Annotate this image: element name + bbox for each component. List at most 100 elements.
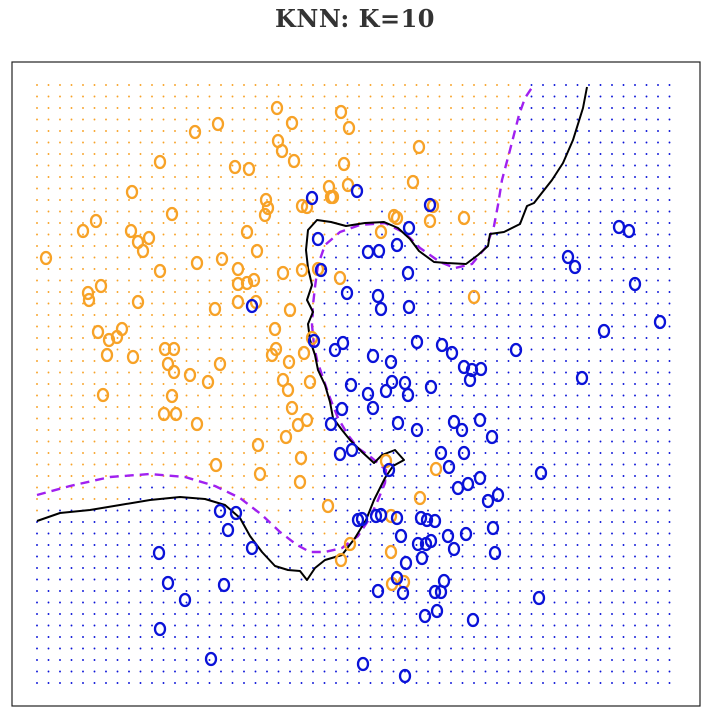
orange-point-73: [279, 429, 293, 445]
grid-dot-1014: [105, 291, 107, 293]
grid-dot-2698: [151, 636, 153, 638]
grid-dot-2630: [657, 613, 659, 615]
grid-dot-1440: [496, 371, 498, 374]
grid-dot-386: [611, 153, 613, 155]
grid-dot-2685: [645, 624, 648, 627]
grid-dot-104: [588, 95, 590, 98]
grid-dot-280: [36, 141, 38, 144]
grid-dot-2945: [415, 682, 418, 684]
grid-dot-444: [634, 164, 636, 167]
grid-dot-2169: [507, 521, 510, 523]
grid-dot-520: [220, 187, 222, 190]
grid-dot-2121: [599, 509, 602, 512]
grid-dot-1496: [496, 383, 498, 385]
grid-dot-119: [116, 107, 119, 109]
blue-point-22: [361, 386, 375, 402]
grid-dot-860: [266, 256, 268, 259]
grid-dot-336: [36, 153, 38, 155]
grid-dot-1681: [47, 429, 50, 431]
grid-dot-2136: [128, 521, 130, 523]
grid-dot-1368: [312, 360, 314, 362]
grid-dot-475: [346, 176, 349, 178]
grid-dot-2455: [576, 578, 579, 581]
grid-dot-1153: [415, 314, 418, 316]
grid-dot-1206: [381, 325, 383, 328]
grid-dot-1673: [599, 417, 602, 420]
grid-dot-899: [70, 268, 73, 270]
grid-dot-2595: [254, 613, 257, 615]
grid-dot-1967: [116, 486, 119, 489]
grid-dot-264: [496, 130, 498, 132]
grid-dot-1977: [231, 486, 234, 489]
grid-dot-940: [542, 268, 544, 270]
grid-dot-2684: [634, 624, 636, 627]
grid-dot-2666: [427, 624, 429, 627]
grid-dot-1951: [576, 475, 579, 477]
grid-dot-496: [588, 176, 590, 178]
grid-dot-2900: [542, 670, 544, 673]
grid-dot-1341: [645, 348, 648, 351]
grid-dot-2110: [473, 509, 475, 512]
grid-dot-2160: [404, 521, 406, 523]
grid-dot-1295: [116, 348, 119, 351]
grid-dot-1966: [105, 486, 107, 489]
grid-dot-263: [484, 130, 487, 132]
grid-dot-2784: [496, 647, 498, 650]
grid-dot-2176: [588, 521, 590, 523]
grid-dot-1340: [634, 348, 636, 351]
grid-dot-1790: [657, 440, 659, 443]
grid-dot-1610: [519, 406, 521, 408]
grid-dot-1091: [346, 302, 349, 305]
grid-dot-1407: [116, 371, 119, 374]
grid-dot-2953: [507, 682, 510, 684]
grid-dot-257: [415, 130, 418, 132]
grid-dot-2232: [588, 532, 590, 535]
grid-dot-933: [461, 268, 464, 270]
grid-dot-776: [588, 233, 590, 236]
grid-dot-1522: [151, 394, 153, 397]
grid-dot-2190: [105, 532, 107, 535]
grid-dot-1026: [243, 291, 245, 293]
grid-dot-722: [611, 222, 613, 224]
grid-dot-2346: [611, 555, 613, 558]
grid-dot-922: [335, 268, 337, 270]
blue-point-65: [459, 526, 473, 542]
grid-dot-1584: [220, 406, 222, 408]
grid-dot-408: [220, 164, 222, 167]
grid-dot-2078: [105, 509, 107, 512]
grid-dot-1109: [553, 302, 556, 305]
grid-dot-2356: [82, 567, 84, 569]
grid-dot-18: [243, 84, 245, 86]
grid-dot-1822: [381, 452, 383, 454]
grid-dot-1770: [427, 440, 429, 443]
grid-dot-818: [427, 245, 429, 247]
grid-dot-62: [105, 95, 107, 98]
grid-dot-206: [473, 118, 475, 121]
grid-dot-568: [128, 199, 130, 201]
grid-dot-1578: [151, 406, 153, 408]
grid-dot-151: [484, 107, 487, 109]
grid-dot-345: [139, 153, 142, 155]
grid-dot-524: [266, 187, 268, 190]
grid-dot-1473: [231, 383, 234, 385]
grid-dot-1391: [576, 360, 579, 362]
grid-dot-2937: [323, 682, 326, 684]
grid-dot-1780: [542, 440, 544, 443]
orange-point-15: [153, 154, 167, 170]
grid-dot-747: [254, 233, 257, 236]
grid-dot-58: [59, 95, 61, 98]
grid-dot-172: [82, 118, 84, 121]
grid-dot-999: [576, 279, 579, 282]
grid-dot-2379: [346, 567, 349, 569]
grid-dot-126: [197, 107, 199, 109]
grid-dot-325: [553, 141, 556, 144]
grid-dot-1278: [565, 337, 567, 339]
grid-dot-2864: [128, 670, 130, 673]
grid-dot-2949: [461, 682, 464, 684]
grid-dot-2650: [243, 624, 245, 627]
grid-dot-1695: [208, 429, 211, 431]
grid-dot-1468: [174, 383, 176, 385]
grid-dot-2964: [634, 682, 636, 684]
grid-dot-321: [507, 141, 510, 144]
grid-dot-2955: [530, 682, 533, 684]
